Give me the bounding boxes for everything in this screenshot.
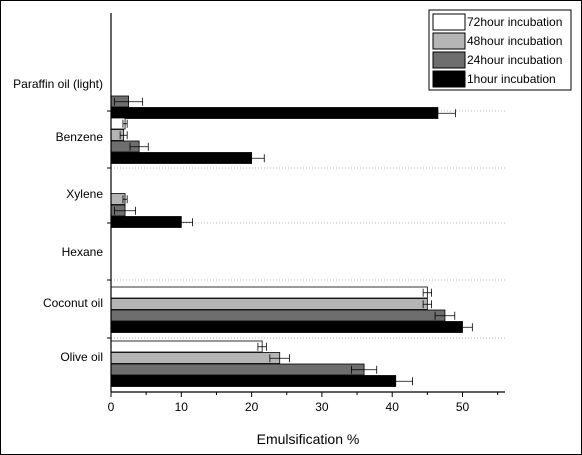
category-label: Olive oil bbox=[60, 350, 103, 364]
bars-group bbox=[110, 95, 473, 387]
bar bbox=[110, 352, 281, 364]
bar bbox=[110, 363, 365, 376]
legend-label: 48hour incubation bbox=[467, 34, 562, 48]
legend-swatch bbox=[432, 13, 466, 31]
x-tick-label: 10 bbox=[175, 400, 189, 414]
bar bbox=[110, 152, 253, 164]
axes-group: 0 10 20 30 40 50 bbox=[107, 13, 505, 414]
bar bbox=[110, 340, 263, 353]
legend-label: 24hour incubation bbox=[467, 53, 562, 67]
bar bbox=[110, 286, 428, 299]
bar bbox=[110, 107, 439, 119]
x-tick-label: 0 bbox=[108, 400, 115, 414]
category-labels: Paraffin oil (light) Benzene Xylene Hexane C… bbox=[13, 77, 103, 364]
legend-swatch bbox=[432, 32, 466, 50]
category-label: Paraffin oil (light) bbox=[13, 77, 103, 91]
x-tick-label: 20 bbox=[245, 400, 259, 414]
bar bbox=[110, 309, 446, 322]
bar bbox=[110, 298, 428, 310]
legend-swatch bbox=[432, 70, 466, 88]
legend-label: 1hour incubation bbox=[467, 72, 556, 86]
legend-label: 72hour incubation bbox=[467, 15, 562, 29]
category-label: Benzene bbox=[56, 130, 104, 144]
category-label: Xylene bbox=[66, 187, 103, 201]
category-label: Coconut oil bbox=[43, 296, 103, 310]
bar bbox=[110, 321, 463, 333]
x-tick-label: 50 bbox=[456, 400, 470, 414]
category-label: Hexane bbox=[62, 245, 104, 259]
bar bbox=[110, 375, 397, 387]
legend-swatch bbox=[432, 51, 466, 69]
x-axis-title: Emulsification % bbox=[257, 431, 360, 447]
x-tick-label: 40 bbox=[386, 400, 400, 414]
legend: 72hour incubation 48hour incubation 24hour… bbox=[428, 9, 572, 91]
x-tick-label: 30 bbox=[315, 400, 329, 414]
